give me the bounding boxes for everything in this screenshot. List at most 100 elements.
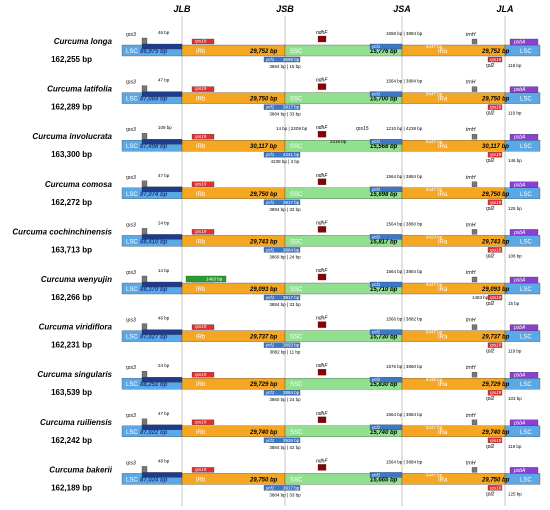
ssc-length: 15,700 bp — [370, 97, 398, 103]
jsa-distances: 1564 bp | 3884 bp — [386, 269, 423, 274]
rps19-gene — [191, 324, 215, 330]
rpl2-length-irb: 1483 bp — [206, 277, 223, 282]
ycf1-ira-length: 5447 bp — [426, 139, 443, 144]
rps19-gene-ira — [487, 199, 503, 205]
rpl22-label: rpl22 — [145, 372, 156, 378]
jsb-distances: 4238 bp | 3 bp — [271, 159, 300, 164]
ycf1-fragment-label: ycf1 — [265, 200, 275, 205]
species-name: Curcuma comosa — [45, 180, 113, 189]
ycf1-fragment-length: 3699 bp — [283, 57, 300, 62]
jla-distance: 125 bp — [508, 491, 522, 496]
rpl2-label: rpl2 — [486, 396, 495, 402]
trnH-gene — [471, 372, 478, 378]
rps19-label: rps19 — [195, 372, 207, 377]
ssc-length: 15,730 bp — [370, 335, 398, 341]
ndhF-gene — [317, 416, 327, 423]
psbA-label: psbA — [513, 278, 526, 284]
irb-label: IRb — [196, 430, 206, 436]
rps19-label: rps19 — [195, 39, 207, 44]
species-name: Curcuma latifolia — [47, 85, 112, 94]
ycf1-fragment-label: ycf1 — [265, 105, 275, 110]
ssc-length: 15,830 bp — [370, 382, 398, 388]
ycf1-gene-ira — [369, 281, 403, 288]
lsc-length: 87,024 bp — [140, 477, 168, 483]
jsb-distances: 3884 bp | 33 bp — [269, 302, 301, 307]
psbA-label: psbA — [513, 87, 526, 93]
trnH-gene — [471, 86, 478, 92]
ycf1-fragment — [263, 390, 301, 396]
ira-label: IRa — [438, 192, 448, 198]
rps3-distance: 46 bp — [158, 316, 170, 321]
rps3-distance: 47 bp — [158, 78, 170, 83]
trnH-gene — [471, 181, 478, 187]
ssc-label: SSC — [290, 239, 303, 245]
rps19-gene — [191, 419, 215, 425]
ndhF-label: ndhF — [316, 220, 328, 226]
lsc-label-right: LSC — [520, 287, 532, 293]
jsa-distances: 1564 bp | 3884 bp — [386, 412, 423, 417]
jsb-distances: 3884 bp | 33 bp — [269, 492, 301, 497]
psbA-gene — [509, 276, 539, 284]
ira-length: 30,117 bp — [482, 144, 509, 150]
ssc-label: SSC — [290, 335, 303, 341]
species-row: Curcuma viridiflora 162,231 bp LSC IRb SSC IR… — [39, 316, 541, 355]
ycf1-fragment — [263, 485, 301, 491]
psbA-gene — [509, 86, 539, 93]
rpl22-label: rpl22 — [145, 277, 156, 283]
genome-size: 163,713 bp — [51, 245, 92, 254]
ycf1-label-ira: ycf1 — [371, 282, 381, 287]
junction-label-jsa: JSA — [393, 4, 411, 14]
ycf1-fragment-label: ycf1 — [265, 247, 275, 252]
ycf1-fragment-length: 3917 bp — [283, 200, 300, 205]
ycf1-gene-ira — [369, 472, 403, 478]
ycf1-fragment-label: ycf1 — [265, 152, 275, 157]
ira-length: 29,737 bp — [481, 335, 510, 341]
ycf1-fragment-length: 4241 bp — [283, 152, 300, 157]
lsc-length: 87,027 bp — [140, 335, 168, 341]
lsc-length: 87,074 bp — [140, 192, 168, 198]
lsc-label: LSC — [126, 49, 138, 55]
species-name: Curcuma bakerii — [49, 465, 112, 474]
ycf1-label-ira: ycf1 — [371, 377, 381, 382]
ycf1-label-ira: ycf1 — [371, 472, 381, 477]
species-name: Curcuma singularis — [37, 370, 112, 379]
ndhF-gene — [317, 464, 327, 471]
psbA-label: psbA — [513, 373, 526, 379]
species-name: Curcuma ruiliensis — [40, 418, 113, 427]
psbA-gene — [509, 181, 539, 188]
ycf1-gene-ira — [369, 329, 403, 335]
ycf1-gene-ira — [369, 234, 403, 240]
rps3-label: rps3 — [126, 413, 136, 419]
rpl22-gene — [141, 424, 183, 430]
ndhF-label: ndhF — [316, 268, 328, 274]
rpl22-gene — [141, 43, 183, 50]
psbA-gene — [509, 134, 539, 141]
rps19-label: rps19 — [195, 324, 207, 329]
lsc-label: LSC — [126, 192, 138, 198]
trnH-label: trnH — [466, 460, 476, 466]
ycf1-ira-length: 5447 bp — [426, 472, 443, 477]
lsc-label-right: LSC — [520, 382, 532, 388]
irb-length: 29,743 bp — [249, 239, 278, 245]
irb-label: IRb — [196, 97, 206, 103]
ndhF-label: ndhF — [316, 30, 328, 36]
psbA-label: psbA — [513, 135, 526, 141]
irb-length: 29,740 bp — [249, 430, 278, 436]
ssc-label: SSC — [290, 144, 303, 150]
psbA-label: psbA — [513, 420, 526, 426]
genome-size: 162,231 bp — [51, 341, 92, 350]
rps3-distance: 48 bp — [158, 458, 170, 463]
irb-label: IRb — [196, 287, 206, 293]
ycf1-fragment-label: ycf1 — [265, 295, 275, 300]
jsa-distances: 1564 bp | 3884 bp — [386, 174, 423, 179]
ycf1-fragment-label: ycf1 — [265, 485, 275, 490]
ira-length: 29,750 bp — [481, 97, 510, 103]
ira-label: IRa — [438, 382, 448, 388]
jla-distance: 119 bp — [508, 63, 522, 68]
species-row: Curcuma latifolia 162,289 bp LSC IRb SSC IRa L… — [47, 78, 541, 117]
ndhF-gene — [317, 131, 327, 138]
rps19-ira-label: rps19 — [490, 57, 502, 62]
rps19-ira-label: rps19 — [490, 390, 502, 395]
